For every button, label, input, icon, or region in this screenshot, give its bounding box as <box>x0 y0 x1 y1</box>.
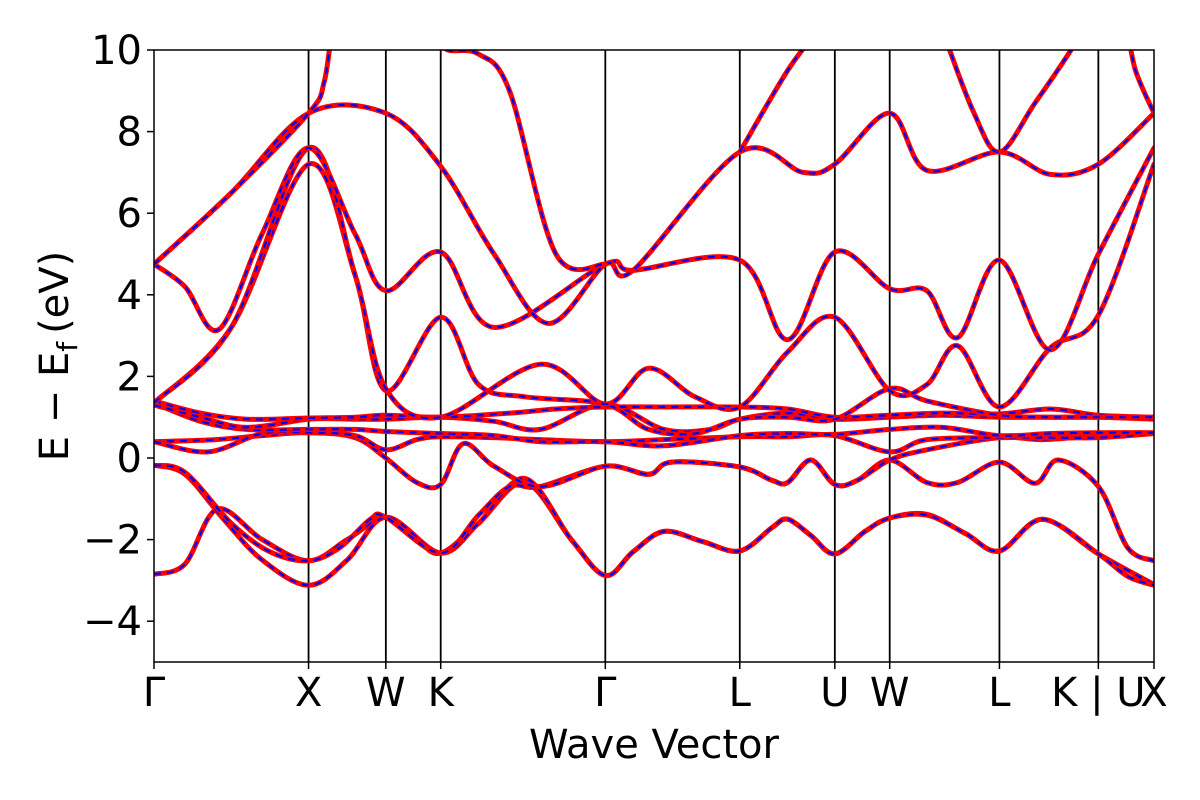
band-line-dashed-17 <box>1129 50 1154 114</box>
plot-background <box>154 50 1154 662</box>
y-tick-label: 2 <box>117 354 142 400</box>
band-line-dashed-2 <box>154 464 1154 587</box>
band-line-14 <box>443 50 608 273</box>
x-tick-label: K | U <box>1051 670 1145 716</box>
x-tick-label: W <box>366 670 406 716</box>
y-axis-label-main: E − E <box>32 352 78 462</box>
band-line-dashed-12 <box>154 103 1154 325</box>
x-tick-label: L <box>988 670 1011 716</box>
y-tick-label: 4 <box>117 273 142 319</box>
x-tick-label: K <box>428 670 456 716</box>
band-line-dashed-8 <box>154 399 1154 421</box>
y-axis-label: E − Ef (eV) <box>32 251 84 462</box>
x-tick-label: L <box>729 670 752 716</box>
x-tick-label: Γ <box>143 670 166 716</box>
y-tick-label: −2 <box>83 518 142 564</box>
band-lines <box>154 50 1154 588</box>
y-axis-label-subscript: f <box>51 341 84 352</box>
x-tick-label: U <box>820 670 849 716</box>
band-line-dashed-6 <box>154 401 1154 448</box>
band-line-dashed-10 <box>154 146 1154 420</box>
y-tick-label: −4 <box>83 599 142 645</box>
band-line-dashed-16 <box>948 50 1073 154</box>
y-axis-label-unit: (eV) <box>32 251 78 334</box>
y-tick-label: 0 <box>117 436 142 482</box>
y-tick-label: 8 <box>117 110 142 156</box>
x-tick-label: W <box>870 670 910 716</box>
x-tick-label: Γ <box>594 670 617 716</box>
x-tick-label: X <box>1140 670 1167 716</box>
plot-frame <box>153 49 1155 663</box>
x-axis-label: Wave Vector <box>529 722 780 768</box>
y-tick-label: 6 <box>117 191 142 237</box>
band-line-dashed-9 <box>154 162 1154 436</box>
band-line-dashed-13 <box>154 50 331 266</box>
y-tick-label: 10 <box>91 28 142 74</box>
x-tick-label: X <box>295 670 322 716</box>
y-axis-ticks: −4 −2 0 2 4 6 8 10 <box>83 28 154 645</box>
band-line-dashed-15 <box>738 50 804 153</box>
